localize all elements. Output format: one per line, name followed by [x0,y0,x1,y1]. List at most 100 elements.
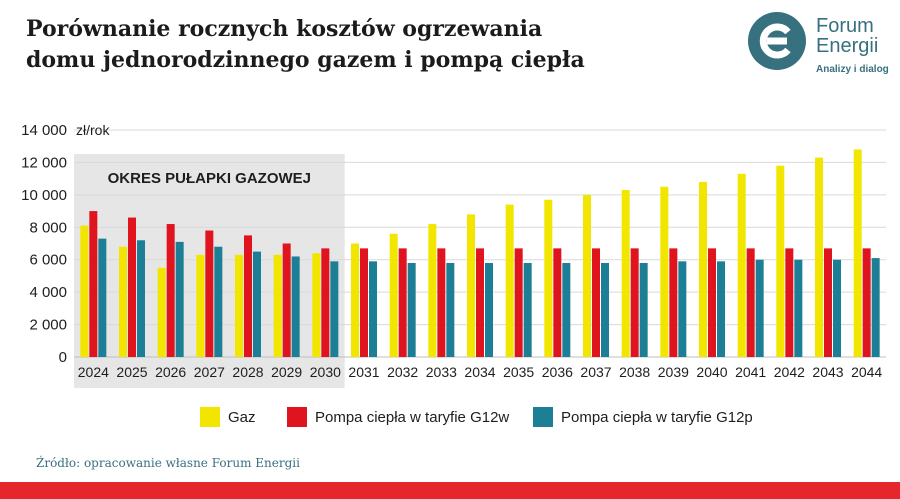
bar-gaz [351,243,359,357]
bar-g12w [166,224,175,357]
bar-gaz [699,181,707,357]
bar-gaz [776,165,785,357]
legend-item: Pompa ciepła w taryfie G12w [287,402,509,432]
x-tick-label: 2026 [155,364,186,380]
bar-g12p [678,261,687,357]
legend-swatch [200,407,220,427]
bar-g12p [291,256,300,357]
chart-title-line-2: domu jednorodzinnego gazem i pompą ciepł… [26,47,585,73]
bar-g12p [639,262,648,357]
bar-g12w [321,248,330,357]
bar-g12w [630,248,639,357]
x-tick-label: 2032 [387,364,418,380]
bar-gaz [815,157,823,357]
bar-g12p [755,259,764,357]
bar-g12p [253,251,261,357]
bar-g12w [128,217,136,357]
bar-g12p [98,238,107,357]
bottom-accent-bar [0,482,900,499]
chart-title-line-1: Porównanie rocznych kosztów ogrzewania [26,16,543,42]
bar-g12p [871,258,880,357]
bar-gaz [312,253,321,357]
bar-g12w [514,248,523,357]
bar-g12w [592,248,600,357]
bar-g12p [485,262,493,357]
source-note: Źródło: opracowanie własne Forum Energii [36,456,300,470]
shaded-region-label: OKRES PUŁAPKI GAZOWEJ [108,170,311,187]
x-tick-label: 2041 [735,364,766,380]
y-tick-label: 10 000 [21,187,67,204]
bar-g12p [562,262,571,357]
bar-g12p [717,261,725,357]
forum-energii-e-logo-icon [748,12,806,70]
bar-gaz [853,149,862,357]
legend-item: Gaz [200,402,256,432]
y-tick-label: 6 000 [29,252,67,269]
x-tick-label: 2030 [310,364,341,380]
bar-gaz [583,194,591,357]
bar-g12p [833,259,841,357]
x-tick-label: 2024 [78,364,109,380]
x-tick-label: 2043 [812,364,843,380]
bar-g12w [785,248,794,357]
y-axis-unit-label: zł/rok [76,122,110,138]
x-tick-label: 2034 [464,364,495,380]
bar-gaz [737,173,746,357]
bar-g12w [862,248,871,357]
forum-energii-logo: Forum Energii Analizy i dialog [746,12,896,82]
legend-label: Pompa ciepła w taryfie G12w [315,408,510,426]
legend: Gaz Pompa ciepła w taryfie G12w Pompa ciep… [0,402,900,432]
legend-swatch [287,407,307,427]
bar-g12w [360,248,368,357]
bar-g12p [330,261,339,357]
y-tick-label: 0 [59,349,67,366]
bar-g12p [407,262,416,357]
bar-gaz [428,224,437,357]
x-tick-label: 2031 [348,364,379,380]
x-tick-label: 2035 [503,364,534,380]
logo-name-line-2: Energii [816,35,879,57]
logo-name-line-1: Forum [816,15,874,37]
bar-g12w [282,243,291,357]
x-tick-label: 2038 [619,364,650,380]
bar-gaz [389,233,398,357]
bar-gaz [621,189,630,357]
bar-gaz [119,246,127,357]
legend-label: Gaz [228,408,256,426]
bar-gaz [157,267,166,357]
x-tick-label: 2036 [542,364,573,380]
bar-g12w [398,248,407,357]
bar-gaz [235,254,243,357]
bar-gaz [467,214,475,357]
x-tick-label: 2042 [774,364,805,380]
legend-item: Pompa ciepła w taryfie G12p [533,402,753,432]
bar-g12w [476,248,484,357]
bar-g12p [175,241,184,357]
x-tick-label: 2033 [426,364,457,380]
bar-g12w [708,248,716,357]
y-tick-label: 8 000 [29,219,67,236]
bar-g12w [205,230,214,357]
logo-wordmark: Forum Energii [816,16,896,56]
y-tick-label: 12 000 [21,154,67,171]
bar-layer [80,149,880,357]
bar-g12w [824,248,832,357]
x-tick-label: 2029 [271,364,302,380]
bar-g12p [214,246,223,357]
legend-label: Pompa ciepła w taryfie G12p [561,408,753,426]
x-tick-label: 2028 [232,364,263,380]
bar-g12p [601,262,609,357]
x-tick-label: 2025 [116,364,147,380]
x-tick-label: 2037 [580,364,611,380]
bar-gaz [273,254,282,357]
y-tick-label: 4 000 [29,284,67,301]
x-tick-label: 2027 [194,364,225,380]
bar-gaz [80,225,89,357]
bar-g12w [553,248,562,357]
x-tick-label: 2039 [658,364,689,380]
bar-gaz [660,186,669,357]
label-layer: OKRES PUŁAPKI GAZOWEJ 0 2 000 4 000 6 000 8 0… [21,122,882,380]
chart-title: Porównanie rocznych kosztów ogrzewania d… [26,14,586,76]
bar-g12p [137,240,145,357]
bar-gaz [544,199,553,357]
